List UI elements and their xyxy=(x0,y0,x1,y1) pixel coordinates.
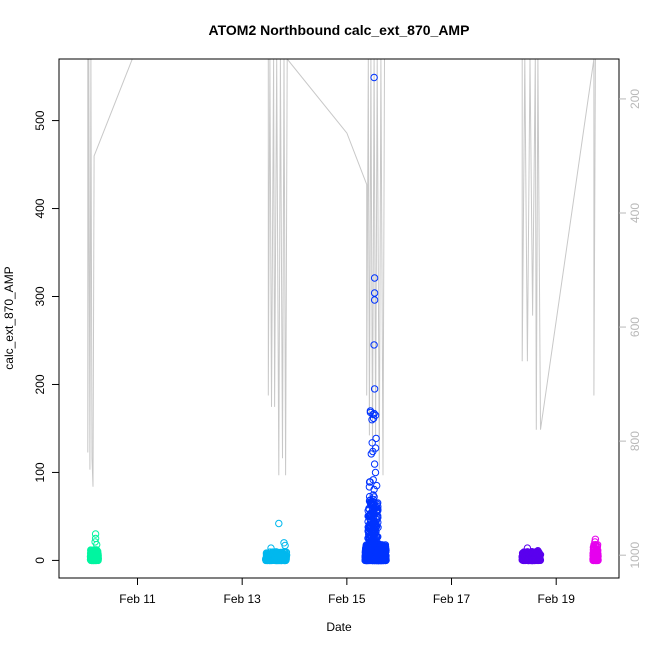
data-point xyxy=(277,553,285,561)
data-point xyxy=(518,556,526,564)
series-4-points xyxy=(589,535,602,565)
data-point xyxy=(366,498,374,506)
data-point xyxy=(371,411,380,419)
data-point xyxy=(370,522,379,531)
y-tick-label: 0 xyxy=(33,557,47,564)
data-point xyxy=(369,528,377,536)
points-layer xyxy=(86,73,602,565)
data-point xyxy=(91,556,100,564)
y2-tick-label: 200 xyxy=(628,89,642,109)
data-point xyxy=(281,556,290,565)
data-point xyxy=(591,538,599,546)
data-point xyxy=(370,274,379,282)
y2-axis: 200 400 600 800 1000 xyxy=(619,89,642,569)
data-point xyxy=(87,556,96,565)
y-tick-label: 200 xyxy=(33,374,47,394)
data-point xyxy=(523,544,532,552)
data-point xyxy=(372,434,380,443)
data-point xyxy=(370,289,379,297)
data-point xyxy=(381,548,389,556)
y-axis: 0 100 200 300 400 500 xyxy=(33,110,59,564)
data-point xyxy=(282,551,290,559)
data-point xyxy=(365,483,374,491)
data-point xyxy=(270,553,278,561)
data-point xyxy=(91,530,100,538)
data-point xyxy=(592,555,600,564)
data-point xyxy=(92,556,100,565)
x-axis: Feb 11 Feb 13 Feb 15 Feb 17 Feb 19 xyxy=(119,578,575,606)
series-1-points xyxy=(262,519,291,565)
data-point xyxy=(365,521,373,529)
data-point xyxy=(370,385,379,393)
data-point xyxy=(370,341,378,349)
data-point xyxy=(591,535,600,543)
data-point xyxy=(365,535,374,543)
x-tick-label: Feb 17 xyxy=(433,592,471,606)
data-point xyxy=(266,548,274,556)
data-point xyxy=(374,512,382,520)
y2-tick-label: 600 xyxy=(628,317,642,337)
data-point xyxy=(365,478,374,486)
data-point xyxy=(370,73,378,82)
data-point xyxy=(275,555,283,563)
data-point xyxy=(93,540,101,549)
data-point xyxy=(281,541,289,550)
data-point xyxy=(534,547,542,555)
x-tick-label: Feb 11 xyxy=(119,592,156,606)
y-tick-label: 100 xyxy=(33,462,47,482)
data-point xyxy=(368,538,376,547)
data-point xyxy=(370,460,379,468)
data-point xyxy=(370,556,378,565)
series-2-points xyxy=(361,73,390,565)
data-point xyxy=(371,468,380,477)
data-point xyxy=(369,491,377,499)
data-point xyxy=(373,549,381,557)
x-tick-label: Feb 15 xyxy=(328,592,366,606)
data-point xyxy=(266,553,274,561)
data-point xyxy=(368,416,376,424)
y-tick-label: 400 xyxy=(33,198,47,218)
data-point xyxy=(373,481,381,490)
chart-title: ATOM2 Northbound calc_ext_870_AMP xyxy=(209,22,470,38)
data-point xyxy=(90,549,98,557)
data-point xyxy=(370,296,379,304)
data-point xyxy=(367,450,375,458)
x-axis-label: Date xyxy=(326,620,352,634)
data-point xyxy=(369,519,377,527)
data-point xyxy=(365,492,374,501)
data-point xyxy=(520,552,529,560)
x-tick-label: Feb 13 xyxy=(223,592,261,606)
data-point xyxy=(533,548,541,556)
data-point xyxy=(365,512,374,520)
data-point xyxy=(369,476,377,484)
data-point xyxy=(593,547,602,555)
data-point xyxy=(520,556,529,564)
altitude-series-line xyxy=(87,59,596,487)
data-point xyxy=(368,439,376,447)
data-point xyxy=(591,548,599,556)
data-point xyxy=(267,544,275,552)
y-tick-label: 500 xyxy=(33,110,47,130)
data-point xyxy=(273,553,281,561)
series-0-points xyxy=(86,530,102,565)
plot-frame xyxy=(58,58,620,579)
altitude-layer xyxy=(87,59,596,487)
data-point xyxy=(275,519,283,528)
series-3-points xyxy=(518,544,545,565)
data-point xyxy=(368,555,376,563)
y-tick-label: 300 xyxy=(33,286,47,306)
y2-tick-label: 800 xyxy=(628,431,642,451)
data-point xyxy=(368,505,377,513)
data-point xyxy=(86,549,95,557)
data-point xyxy=(526,556,535,564)
data-point xyxy=(371,444,380,452)
data-point xyxy=(282,553,290,561)
x-tick-label: Feb 19 xyxy=(538,592,576,606)
data-point xyxy=(368,527,376,535)
y2-tick-label: 400 xyxy=(628,203,642,223)
y2-tick-label: 1000 xyxy=(628,542,642,569)
y-axis-label: calc_ext_870_AMP xyxy=(2,266,16,369)
